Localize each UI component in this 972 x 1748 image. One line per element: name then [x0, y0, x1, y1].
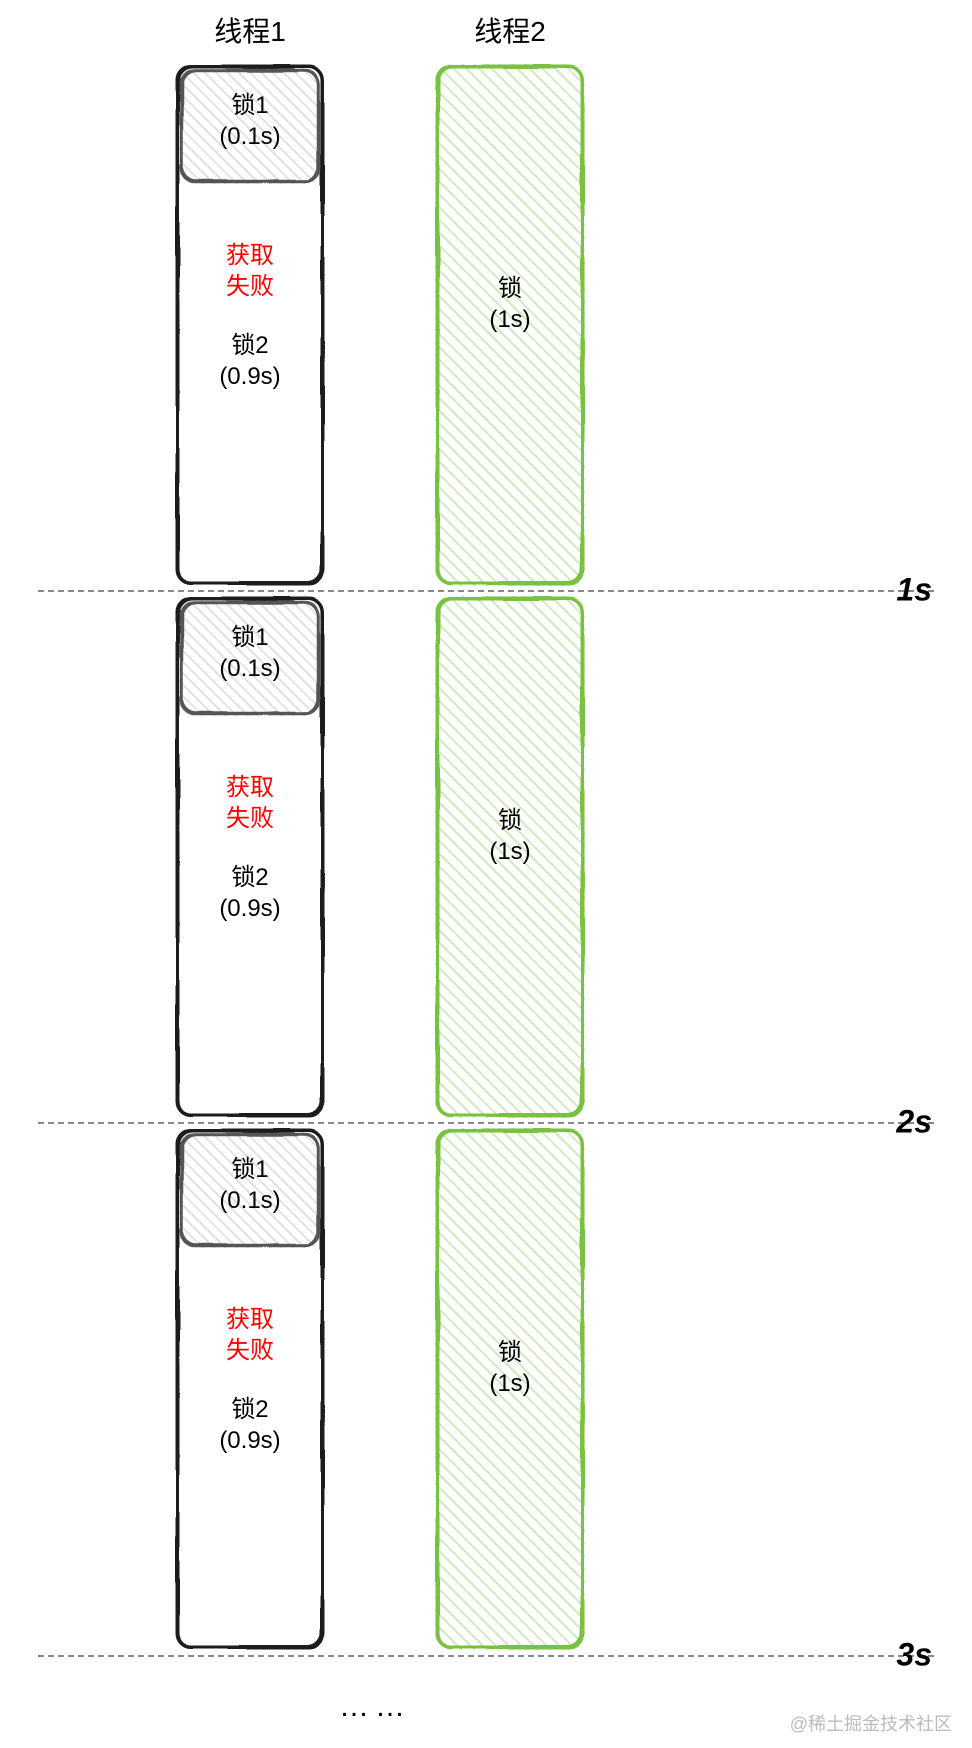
- thread1-lock1-label-2: 锁1(0.1s): [175, 1154, 325, 1216]
- timeline-divider-2: [38, 1655, 934, 1657]
- thread2-lock-label-2: 锁(1s): [435, 1337, 585, 1399]
- thread1-fail-label-0: 获取失败: [175, 240, 325, 302]
- thread1-header: 线程1: [175, 10, 325, 50]
- timeline-divider-1: [38, 1122, 934, 1124]
- thread2-lock-label-0: 锁(1s): [435, 273, 585, 335]
- thread1-lock2-label-2: 锁2(0.9s): [175, 1394, 325, 1456]
- thread1-lock1-label-1: 锁1(0.1s): [175, 622, 325, 684]
- thread2-header: 线程2: [435, 10, 585, 50]
- time-marker-1: 2s: [896, 1104, 932, 1141]
- thread1-fail-label-2: 获取失败: [175, 1304, 325, 1366]
- time-marker-2: 3s: [896, 1637, 932, 1674]
- thread1-lock1-label-0: 锁1(0.1s): [175, 90, 325, 152]
- time-marker-0: 1s: [896, 572, 932, 609]
- thread1-lock2-label-1: 锁2(0.9s): [175, 862, 325, 924]
- thread2-lock-label-1: 锁(1s): [435, 805, 585, 867]
- thread1-fail-label-1: 获取失败: [175, 772, 325, 834]
- timeline-divider-0: [38, 590, 934, 592]
- thread1-lock2-label-0: 锁2(0.9s): [175, 330, 325, 392]
- watermark: @稀土掘金技术社区: [790, 1710, 952, 1736]
- ellipsis: ……: [275, 1690, 475, 1724]
